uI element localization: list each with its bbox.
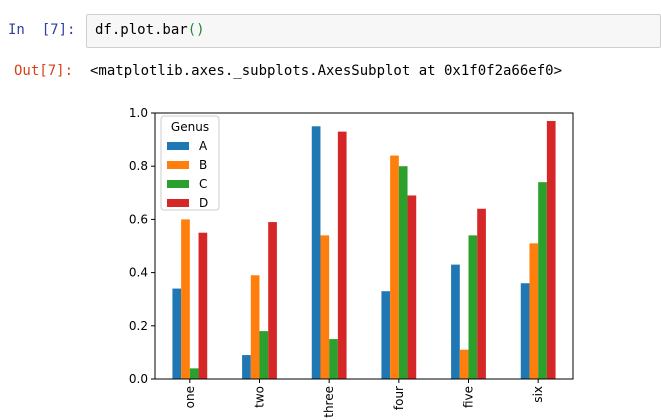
bar-two-d	[268, 222, 277, 379]
legend-label-d: D	[199, 196, 208, 210]
output-prompt: Out[7]:	[14, 63, 74, 79]
x-tick-label-five: five	[462, 386, 476, 408]
bar-five-c	[468, 235, 478, 379]
bar-four-c	[398, 166, 408, 379]
legend-swatch-c	[167, 180, 189, 188]
bar-three-a	[311, 126, 321, 379]
bar-one-a	[172, 288, 182, 379]
code-input-cell[interactable]: df.plot.bar()	[86, 14, 661, 48]
bar-two-c	[259, 331, 269, 379]
bar-three-b	[320, 235, 330, 379]
y-tick-label: 0.8	[129, 159, 148, 173]
input-prompt: In [7]:	[8, 22, 76, 38]
legend-label-b: B	[199, 158, 207, 172]
code-text: df.plot.bar	[95, 22, 188, 38]
legend-swatch-b	[167, 161, 189, 169]
x-tick-label-two: two	[253, 386, 267, 408]
legend-title: Genus	[171, 120, 209, 134]
y-tick-label: 0.4	[129, 266, 148, 280]
output-repr: <matplotlib.axes._subplots.AxesSubplot a…	[90, 63, 563, 79]
bar-six-a	[520, 283, 530, 379]
bars-group	[172, 120, 556, 380]
legend-swatch-d	[167, 199, 189, 207]
bar-five-a	[451, 264, 460, 379]
bar-two-a	[242, 355, 251, 379]
y-tick-label: 1.0	[129, 106, 148, 120]
x-tick-label-one: one	[183, 386, 197, 408]
y-axis: 0.0 0.2 0.4 0.6 0.8 1.0	[129, 106, 155, 386]
y-tick-label: 0.2	[129, 319, 148, 333]
y-tick-label: 0.6	[129, 212, 148, 226]
bar-three-c	[329, 339, 338, 379]
x-tick-label-six: six	[531, 386, 545, 403]
x-axis: one two three four five six	[183, 379, 545, 418]
legend-label-a: A	[199, 139, 208, 153]
bar-chart: 0.0 0.2 0.4 0.6 0.8 1.0 one two three four five si…	[129, 106, 574, 418]
bar-four-b	[390, 155, 399, 379]
bar-six-d	[546, 120, 556, 380]
x-tick-label-four: four	[392, 386, 406, 410]
bar-three-d	[337, 131, 347, 379]
plot-frame	[154, 112, 574, 380]
bar-one-c	[189, 368, 199, 379]
bar-four-d	[407, 195, 417, 379]
bar-five-b	[459, 349, 469, 379]
bar-two-b	[250, 275, 260, 379]
bar-one-b	[181, 219, 190, 379]
bar-five-d	[477, 208, 486, 379]
bar-six-c	[538, 182, 547, 379]
legend-swatch-a	[167, 142, 189, 150]
bar-one-d	[198, 232, 208, 379]
bar-six-b	[529, 243, 539, 379]
code-parens: ()	[187, 22, 205, 38]
bar-four-a	[381, 291, 391, 379]
x-tick-label-three: three	[322, 386, 336, 418]
y-tick-label: 0.0	[129, 372, 148, 386]
legend-label-c: C	[199, 177, 207, 191]
